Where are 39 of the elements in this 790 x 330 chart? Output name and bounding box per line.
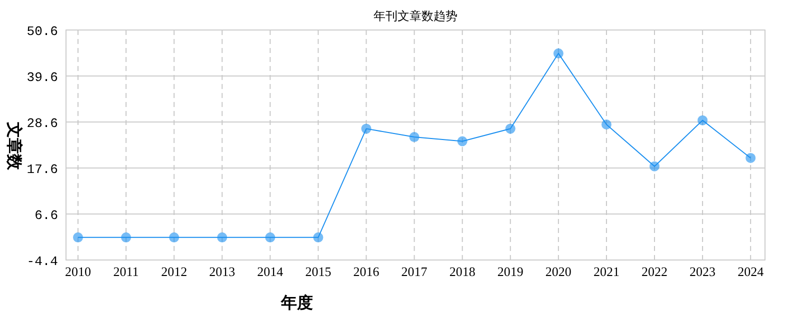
point [409, 132, 420, 142]
y-tick-label: -4.4 [26, 254, 58, 269]
point [361, 124, 372, 134]
point [313, 232, 324, 242]
x-tick-label: 2024 [738, 264, 764, 279]
x-tick-label: 2014 [257, 264, 284, 279]
point [553, 48, 564, 58]
point [505, 124, 516, 134]
point [457, 136, 468, 146]
point [265, 232, 276, 242]
point [698, 115, 708, 126]
y-axis-title: 文章数 [5, 121, 23, 171]
point [169, 232, 180, 242]
point [601, 120, 612, 130]
y-tick-label: 39.6 [26, 70, 58, 85]
point [746, 152, 756, 163]
x-tick-label: 2011 [113, 264, 139, 279]
point [217, 232, 228, 242]
x-tick-label: 2017 [401, 264, 428, 279]
point [73, 232, 84, 242]
x-axis-title: 年度 [280, 293, 313, 312]
x-tick-label: 2015 [305, 264, 332, 279]
y-tick-label: 50.6 [26, 24, 58, 39]
x-tick-label: 2022 [642, 264, 668, 279]
x-tick-label: 2023 [690, 264, 716, 279]
chart-title: 年刊文章数趋势 [374, 9, 458, 23]
y-tick-label: 6.6 [34, 208, 58, 223]
x-tick-label: 2016 [353, 264, 380, 279]
x-tick-label: 2018 [449, 264, 476, 279]
point [650, 161, 660, 172]
x-tick-label: 2012 [161, 264, 188, 279]
y-tick-label: 17.6 [26, 162, 58, 177]
x-tick-label: 2021 [593, 264, 620, 279]
x-tick-label: 2020 [545, 264, 572, 279]
y-tick-label: 28.6 [26, 116, 58, 131]
x-tick-label: 2010 [65, 264, 92, 279]
x-tick-label: 2013 [209, 264, 236, 279]
point [121, 232, 132, 242]
x-tick-label: 2019 [497, 264, 524, 279]
